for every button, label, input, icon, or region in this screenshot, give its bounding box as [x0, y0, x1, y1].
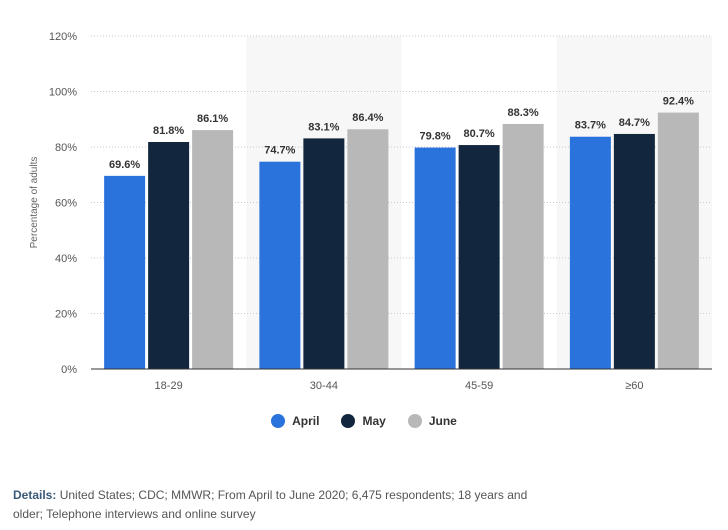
data-label: 86.1%	[197, 113, 228, 125]
bar-april	[259, 161, 301, 369]
y-tick-label: 120%	[49, 31, 77, 43]
legend-item-may[interactable]: May	[341, 414, 386, 428]
bar-may	[458, 145, 500, 369]
legend-swatch	[271, 414, 286, 428]
data-label: 80.7%	[464, 128, 495, 140]
legend-item-june[interactable]: June	[407, 414, 457, 428]
x-tick-label: ≥60	[625, 380, 643, 392]
y-tick-label: 100%	[49, 87, 77, 99]
details-label: Details:	[13, 488, 57, 502]
y-tick-label: 0%	[61, 364, 77, 376]
bar-june	[347, 129, 389, 369]
data-label: 83.1%	[308, 121, 339, 133]
x-tick-label: 18-29	[155, 380, 183, 392]
details-note: Details: United States; CDC; MMWR; From …	[13, 486, 533, 524]
bar-chart: 0% 20% 40% 60% 80% 100% 120% Percentage of adul…	[29, 31, 712, 392]
y-tick-label: 20%	[55, 309, 77, 321]
data-label: 69.6%	[109, 159, 140, 171]
bar-june	[657, 112, 699, 369]
bar-may	[613, 133, 655, 369]
legend: April May June	[0, 414, 728, 428]
legend-item-april[interactable]: April	[271, 414, 319, 428]
bar-april	[569, 136, 611, 369]
data-label: 88.3%	[508, 107, 539, 119]
y-tick-label: 80%	[55, 142, 77, 154]
bar-may	[148, 142, 190, 369]
legend-label: May	[362, 414, 386, 428]
x-tick-label: 45-59	[465, 380, 493, 392]
bar-june	[192, 130, 234, 369]
legend-swatch	[407, 414, 422, 428]
legend-label: June	[428, 414, 457, 428]
y-tick-label: 60%	[55, 198, 77, 210]
data-label: 81.8%	[153, 125, 184, 137]
legend-label: April	[292, 414, 320, 428]
y-tick-label: 40%	[55, 253, 77, 265]
bar-may	[303, 138, 345, 369]
bar-april	[104, 175, 146, 369]
y-axis-title: Percentage of adults	[29, 157, 40, 249]
data-label: 86.4%	[352, 112, 383, 124]
bar-june	[502, 123, 544, 369]
data-label: 74.7%	[264, 145, 295, 157]
details-text: United States; CDC; MMWR; From April to …	[13, 488, 528, 521]
data-label: 92.4%	[663, 96, 694, 108]
data-label: 79.8%	[420, 131, 451, 143]
data-label: 83.7%	[575, 120, 606, 132]
x-tick-label: 30-44	[310, 380, 338, 392]
bar-april	[414, 147, 456, 369]
chart-area: 0% 20% 40% 60% 80% 100% 120% Percentage of adul…	[29, 31, 712, 392]
data-label: 84.7%	[619, 117, 650, 129]
legend-swatch	[341, 414, 356, 428]
